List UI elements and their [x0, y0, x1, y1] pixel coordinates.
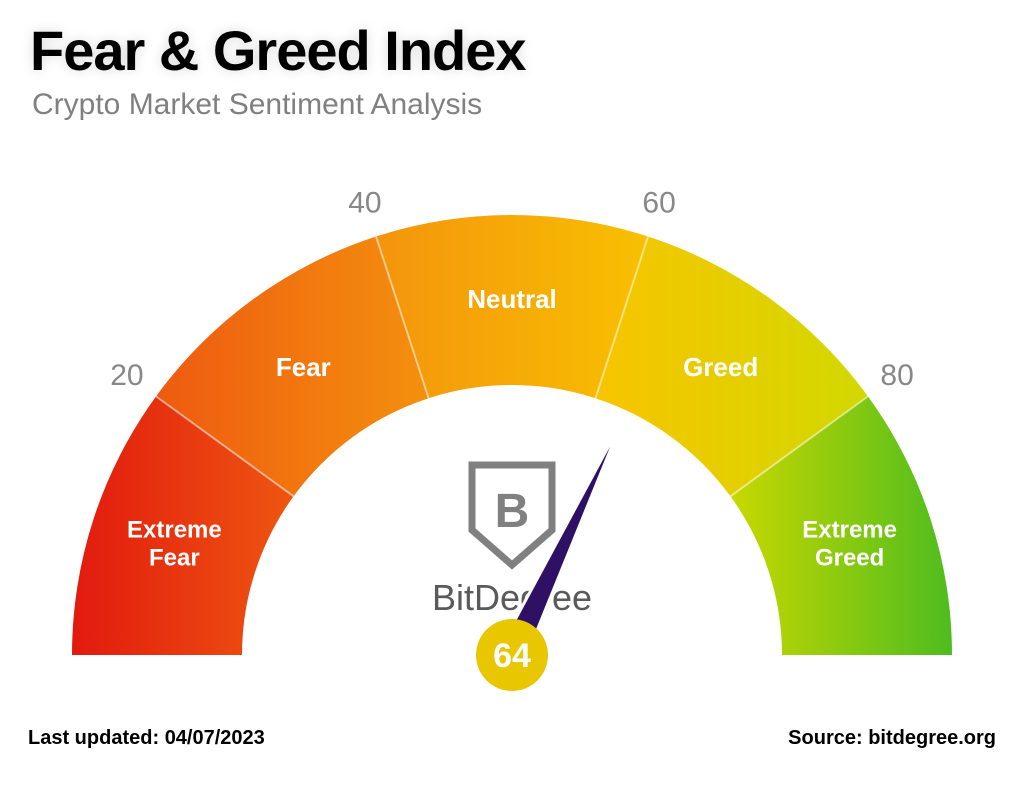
seg-label-2: Neutral [467, 284, 557, 314]
seg-label-4-l2: Greed [815, 544, 884, 571]
page-subtitle: Crypto Market Sentiment Analysis [32, 88, 482, 122]
seg-label-3: Greed [683, 352, 758, 382]
gauge-chart: 20406080ExtremeFearFearNeutralGreedExtre… [32, 160, 992, 720]
tick-label-40: 40 [348, 186, 381, 219]
tick-label-80: 80 [880, 359, 913, 392]
gauge-svg: 20406080ExtremeFearFearNeutralGreedExtre… [32, 160, 992, 720]
page-title: Fear & Greed Index [30, 18, 526, 83]
tick-label-60: 60 [642, 186, 675, 219]
source: Source: bitdegree.org [788, 727, 996, 750]
source-value: bitdegree.org [868, 727, 996, 749]
tick-label-20: 20 [110, 359, 143, 392]
seg-label-0-l1: Extreme [127, 516, 222, 543]
source-label: Source: [788, 727, 862, 749]
seg-label-1: Fear [276, 352, 331, 382]
last-updated-label: Last updated: [28, 727, 159, 749]
brand-logo-letter: B [495, 485, 530, 538]
gauge-value: 64 [493, 637, 531, 675]
last-updated: Last updated: 04/07/2023 [28, 727, 265, 750]
brand-name: BitDegree [432, 577, 592, 618]
seg-label-0-l2: Fear [149, 544, 200, 571]
last-updated-value: 04/07/2023 [165, 727, 265, 749]
seg-label-4-l1: Extreme [802, 516, 897, 543]
